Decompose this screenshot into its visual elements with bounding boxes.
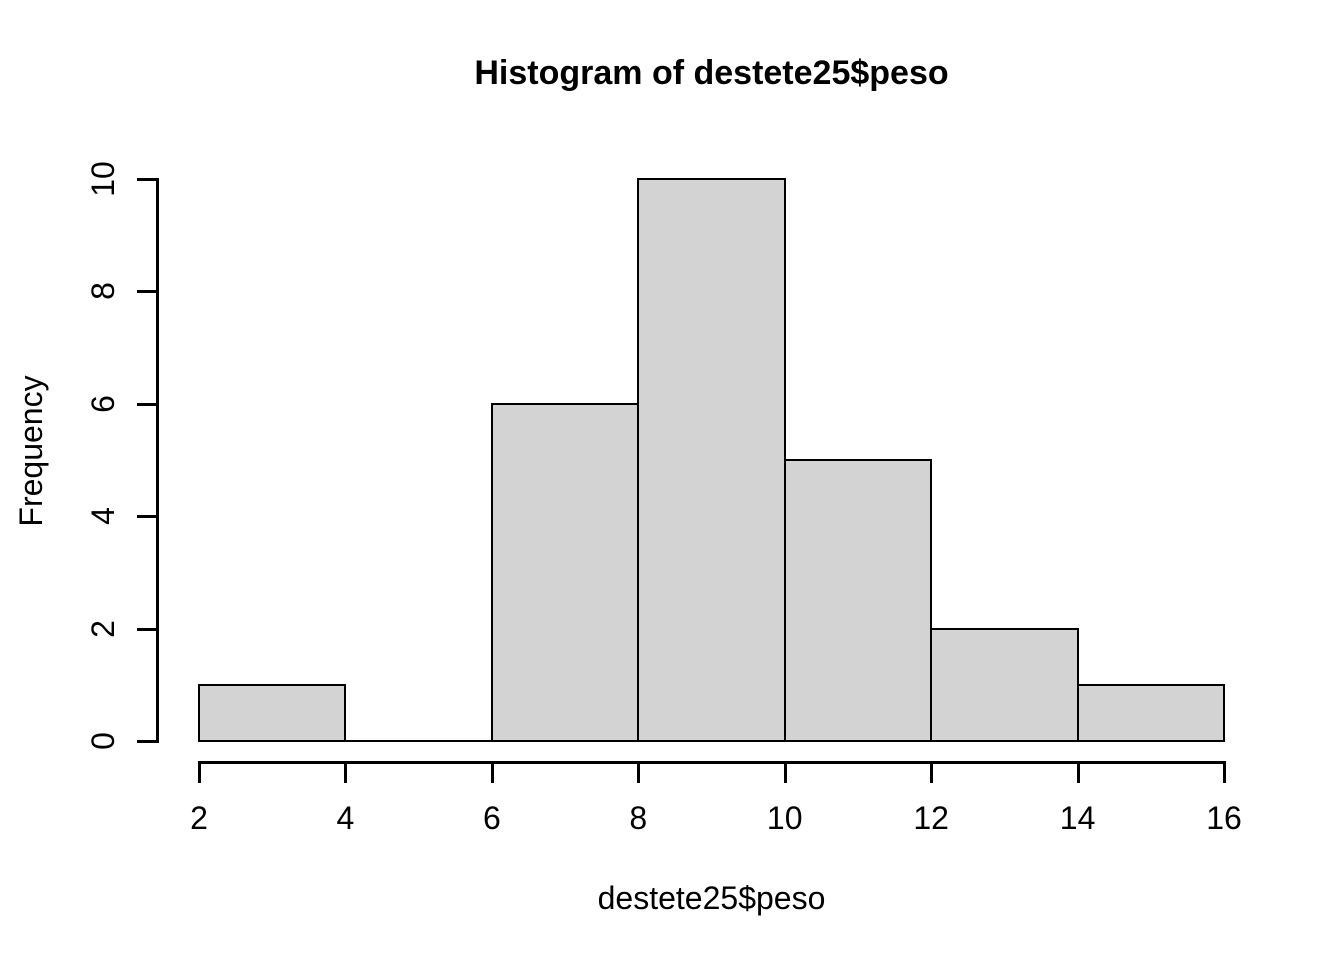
x-tick [198,764,201,783]
x-axis-line [198,761,1226,764]
x-tick-label: 12 [913,800,949,836]
histogram-zero-bin [345,740,492,742]
histogram-bar [637,178,786,742]
y-tick-label: 10 [85,161,121,197]
x-tick [783,764,787,783]
y-tick-label: 8 [85,282,121,301]
y-tick-label: 4 [85,507,121,526]
y-tick [137,290,156,294]
y-tick-label: 6 [85,394,121,413]
y-tick-label: 2 [85,619,121,638]
x-tick-label: 8 [629,800,648,836]
x-tick-label: 6 [482,800,501,836]
y-axis-line [156,178,159,743]
x-tick-label: 14 [1059,800,1096,836]
y-tick [137,627,156,631]
x-tick [344,764,348,783]
histogram-bar [490,402,640,742]
histogram-bar [198,683,347,742]
x-tick [490,764,494,783]
y-tick [137,515,156,519]
x-tick-label: 16 [1206,800,1242,836]
x-tick [1223,764,1226,783]
x-tick-label: 4 [336,800,355,836]
x-axis-label: destete25$peso [597,880,826,916]
chart-title: Histogram of destete25$peso [474,54,949,92]
x-tick [1076,764,1080,783]
histogram-bar [783,459,933,742]
x-tick [637,764,641,783]
histogram-bar [1076,683,1225,742]
y-tick [137,740,156,743]
x-tick-label: 2 [190,800,208,836]
x-tick [930,764,934,783]
x-tick-label: 10 [766,800,803,836]
histogram-bar [930,627,1079,742]
y-tick [137,402,156,406]
y-tick-label: 0 [85,732,121,750]
y-tick [137,178,156,181]
